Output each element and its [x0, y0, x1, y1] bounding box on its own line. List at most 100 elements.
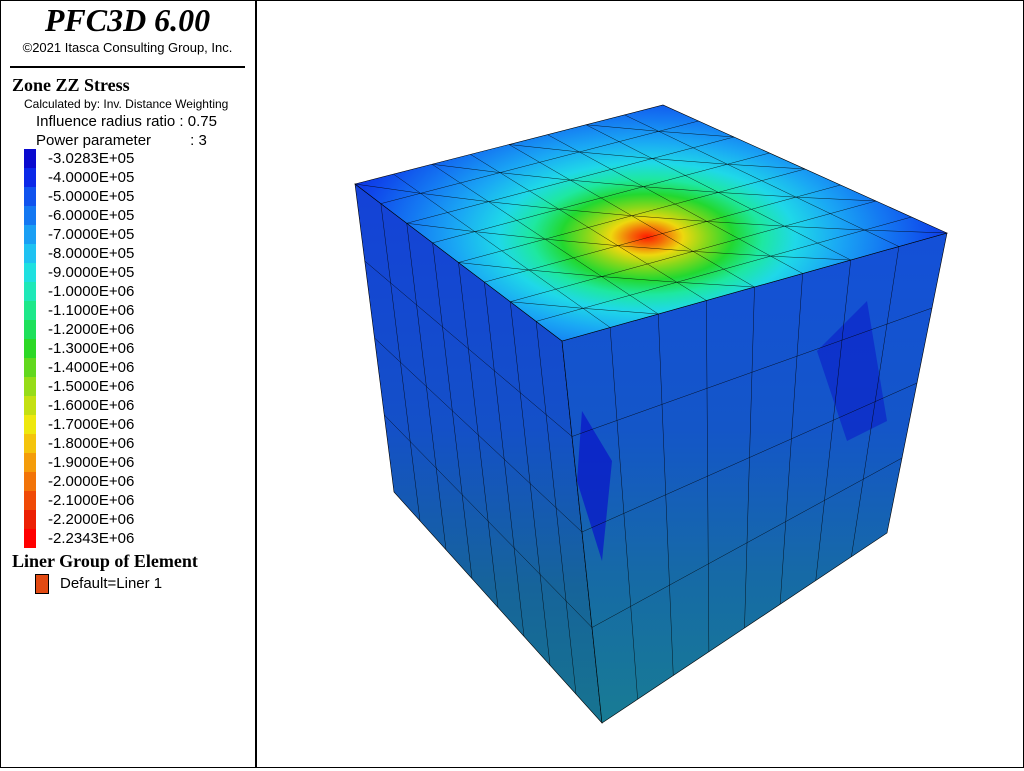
- scale-label: -8.0000E+05: [48, 245, 135, 262]
- mesh-line: [432, 152, 770, 244]
- scale-swatch: [24, 187, 36, 206]
- mesh-line: [484, 184, 841, 283]
- scale-label: -1.0000E+06: [48, 283, 135, 300]
- zone-stress-heading: Zone ZZ Stress: [12, 75, 130, 95]
- scale-label: -1.4000E+06: [48, 359, 135, 376]
- power-param-value: : 3: [190, 132, 207, 149]
- scale-swatch: [24, 320, 36, 339]
- mesh-line: [583, 308, 659, 315]
- mesh-line: [499, 172, 571, 181]
- scale-swatch: [24, 225, 36, 244]
- mesh-line: [676, 281, 755, 288]
- scale-swatch: [24, 282, 36, 301]
- panel-divider: [255, 0, 257, 768]
- scale-label: -1.8000E+06: [48, 435, 135, 452]
- scale-swatch: [24, 149, 36, 168]
- influence-radius-param: Influence radius ratio : 0.75: [36, 113, 217, 130]
- scale-label: -6.0000E+05: [48, 207, 135, 224]
- scale-label: -1.9000E+06: [48, 454, 135, 471]
- scale-label: -4.0000E+05: [48, 169, 135, 186]
- mesh-line: [864, 229, 948, 234]
- mesh-line: [374, 337, 583, 533]
- scale-label: -2.1000E+06: [48, 492, 135, 509]
- mesh-line: [510, 301, 584, 309]
- scale-swatch: [24, 301, 36, 320]
- stress-band-left: [577, 411, 612, 561]
- mesh-line: [384, 414, 593, 628]
- mesh-line: [631, 215, 707, 222]
- mesh-line: [770, 255, 851, 261]
- scale-label: -1.1000E+06: [48, 302, 135, 319]
- zone-mesh: [354, 114, 948, 700]
- mesh-line: [585, 124, 659, 132]
- scale-label: -2.2343E+06: [48, 530, 135, 547]
- scale-swatch: [24, 510, 36, 529]
- legend-panel: PFC3D 6.00 ©2021 Itasca Consulting Group…: [0, 0, 255, 768]
- calculation-method: Calculated by: Inv. Distance Weighting: [24, 97, 229, 111]
- scale-swatch: [24, 396, 36, 415]
- scale-label: -2.0000E+06: [48, 473, 135, 490]
- legend-divider: [10, 66, 245, 68]
- scale-label: -1.6000E+06: [48, 397, 135, 414]
- mesh-line: [508, 144, 580, 153]
- mesh-line: [579, 151, 653, 159]
- scale-label: -9.0000E+05: [48, 264, 135, 281]
- scale-label: -7.0000E+05: [48, 226, 135, 243]
- scale-swatch: [24, 434, 36, 453]
- mesh-line: [581, 382, 918, 533]
- scale-label: -2.2000E+06: [48, 511, 135, 528]
- mesh-line: [643, 186, 719, 193]
- mesh-line: [420, 193, 489, 202]
- mesh-line: [474, 231, 546, 240]
- mesh-line: [380, 120, 699, 204]
- influence-radius-label: Influence radius ratio: [36, 113, 176, 130]
- scale-swatch: [24, 244, 36, 263]
- stress-band-right: [817, 301, 887, 441]
- mesh-line: [354, 183, 421, 194]
- zone-model-3d[interactable]: [257, 1, 1022, 766]
- mesh-line: [693, 251, 771, 257]
- mesh-line: [406, 223, 475, 232]
- mesh-line: [591, 457, 903, 628]
- model-viewport[interactable]: [257, 1, 1022, 766]
- scale-swatch: [24, 263, 36, 282]
- scale-swatch: [24, 377, 36, 396]
- scale-label: -1.5000E+06: [48, 378, 135, 395]
- scale-label: -1.7000E+06: [48, 416, 135, 433]
- mesh-line: [652, 158, 728, 165]
- mesh-line: [571, 307, 933, 437]
- scale-swatch: [24, 168, 36, 187]
- liner-item-label: Default=Liner 1: [60, 575, 163, 592]
- mesh-line: [706, 221, 785, 227]
- scale-label: -1.3000E+06: [48, 340, 135, 357]
- scale-label: -5.0000E+05: [48, 188, 135, 205]
- scale-swatch: [24, 472, 36, 491]
- liner-group-heading: Liner Group of Element: [12, 551, 198, 571]
- mesh-line: [727, 163, 806, 170]
- influence-radius-value: : 0.75: [179, 113, 217, 130]
- mesh-line: [558, 208, 632, 216]
- mesh-line: [784, 225, 865, 231]
- scale-swatch: [24, 206, 36, 225]
- mesh-line: [658, 131, 735, 138]
- scale-label: -3.0283E+05: [48, 150, 135, 167]
- scale-swatch: [24, 358, 36, 377]
- power-param: Power parameter : 3: [36, 132, 207, 149]
- mesh-line: [488, 201, 559, 210]
- power-param-label: Power parameter: [36, 132, 152, 149]
- mesh-line: [431, 164, 501, 173]
- mesh-line: [570, 179, 644, 187]
- mesh-line: [364, 260, 573, 437]
- mesh-line: [545, 238, 618, 246]
- scale-swatch: [24, 491, 36, 510]
- mesh-line: [601, 276, 677, 283]
- scale-swatch: [24, 529, 36, 548]
- mesh-line: [458, 262, 529, 271]
- scale-swatch: [24, 339, 36, 358]
- scale-label: -1.2000E+06: [48, 321, 135, 338]
- app-title: PFC3D 6.00: [44, 2, 211, 38]
- mesh-line: [528, 269, 602, 277]
- mesh-line: [617, 245, 694, 252]
- mesh-line: [718, 192, 796, 198]
- copyright-text: ©2021 Itasca Consulting Group, Inc.: [22, 40, 233, 55]
